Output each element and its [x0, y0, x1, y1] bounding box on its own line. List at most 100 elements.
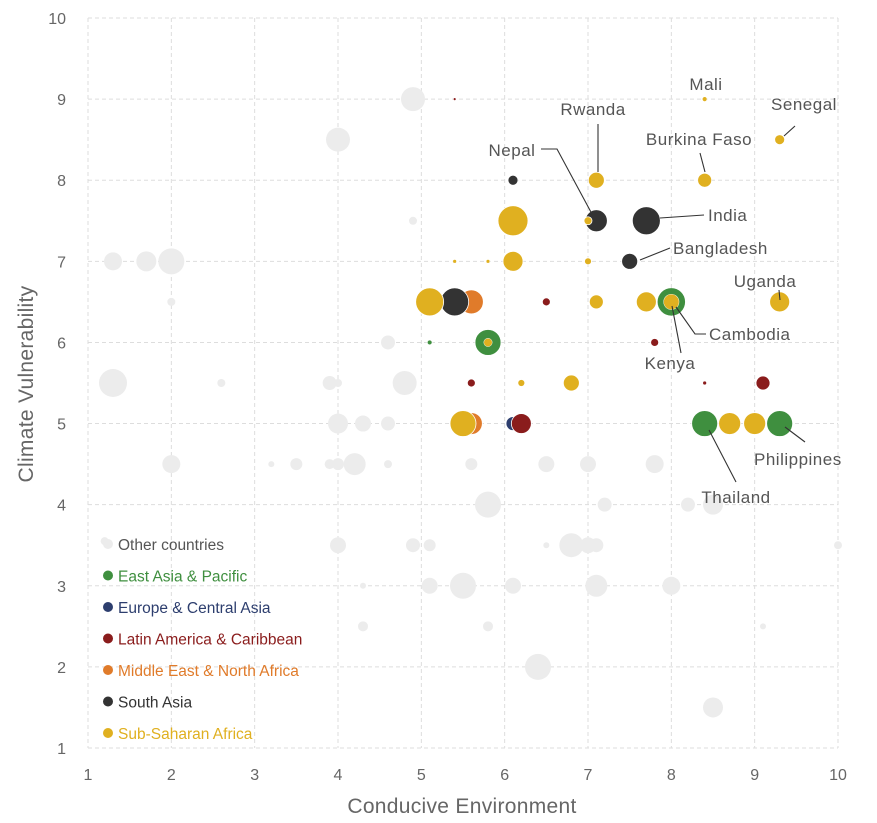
annotation-label: Cambodia [709, 325, 791, 344]
legend-marker [103, 728, 113, 738]
point-other-countries [505, 577, 521, 594]
annotation-label: Uganda [734, 272, 797, 291]
annotations: Mali Senegal Rwanda Burkina Faso Nepal India B… [489, 75, 842, 507]
point-other-countries [406, 538, 420, 553]
point-other-countries [136, 251, 157, 272]
point-south-asia [507, 174, 519, 186]
point-other-countries [343, 453, 366, 476]
annotation-leader-line [659, 214, 705, 219]
point-sub-saharan-africa [583, 216, 593, 226]
point-other-countries [326, 127, 350, 152]
point-south-asia [621, 252, 639, 270]
legend-entry: Middle East & North Africa [118, 663, 299, 680]
y-tick-label: 4 [57, 498, 66, 515]
annotation-leader-line [675, 306, 706, 335]
legend-entry: South Asia [118, 695, 192, 712]
y-tick-label: 2 [57, 660, 66, 677]
point-ring-cambodia [657, 288, 686, 316]
point-other-countries [268, 461, 275, 468]
point-sub-saharan-africa [588, 294, 604, 310]
legend-marker [103, 696, 113, 707]
point-sub-saharan-africa [449, 410, 477, 437]
annotation-leader-line [671, 305, 682, 354]
point-other-countries [99, 369, 127, 397]
y-tick-label: 5 [57, 417, 66, 434]
y-tick-label: 10 [48, 11, 66, 28]
annotation-label: Burkina Faso [646, 130, 752, 149]
point-sub-saharan-africa [497, 205, 529, 237]
annotation-leader-line [784, 426, 806, 443]
annotation-leader-line [778, 289, 781, 301]
point-latin-america-caribbean [650, 338, 660, 347]
point-sub-saharan-africa [743, 412, 767, 435]
point-other-countries [322, 376, 337, 390]
point-sub-saharan-africa [485, 258, 491, 264]
point-sub-saharan-africa [635, 291, 657, 313]
point-other-countries [381, 335, 395, 350]
point-other-countries [703, 494, 723, 515]
point-other-countries [589, 538, 604, 553]
annotation-label: Rwanda [560, 100, 625, 119]
point-sub-saharan-africa [452, 258, 458, 264]
legend: Other countries East Asia & Pacific Europe… [103, 537, 302, 743]
y-tick-label: 6 [57, 335, 66, 352]
point-other-countries [645, 455, 664, 474]
legend-marker [103, 665, 113, 675]
point-other-countries [450, 572, 476, 599]
point-other-countries [423, 539, 436, 552]
point-other-countries [104, 252, 122, 271]
point-sub-saharan-africa [584, 257, 592, 266]
legend-entry: East Asia & Pacific [118, 569, 247, 586]
tick-labels: 1 2 3 4 5 6 7 8 9 10 1 2 3 4 5 6 7 8 9 10 [48, 11, 847, 784]
point-kenya-overlay [663, 294, 679, 310]
annotation-label: Thailand [701, 488, 770, 507]
x-tick-label: 10 [829, 767, 847, 784]
point-other-countries [703, 697, 723, 718]
annotation-leader-line [639, 247, 671, 261]
point-other-countries [585, 574, 608, 597]
x-tick-label: 7 [584, 767, 593, 784]
point-sub-saharan-africa [502, 250, 524, 272]
point-other-countries [465, 458, 478, 471]
legend-marker [103, 539, 113, 549]
point-other-countries [355, 415, 371, 432]
point-other-countries [381, 416, 395, 431]
annotation-label: Philippines [754, 450, 842, 469]
point-east-asia-pacific [766, 410, 794, 437]
point-other-countries [538, 456, 555, 473]
point-sub-saharan-africa [701, 96, 708, 103]
x-tick-label: 1 [84, 767, 93, 784]
y-tick-label: 1 [57, 741, 66, 758]
x-tick-label: 4 [334, 767, 343, 784]
legend-entry: Other countries [118, 537, 224, 554]
point-other-countries [334, 379, 342, 387]
x-axis-label: Conducive Environment [347, 795, 576, 818]
point-latin-america-caribbean [510, 413, 532, 434]
x-tick-label: 3 [250, 767, 259, 784]
point-other-countries [324, 459, 335, 470]
point-south-asia [440, 287, 470, 317]
point-other-countries [158, 248, 185, 275]
point-sub-saharan-africa [718, 412, 742, 435]
point-other-countries [167, 297, 176, 306]
annotation-leader-line [541, 148, 593, 215]
legend-marker [103, 570, 113, 581]
annotation-label: Kenya [645, 354, 696, 373]
point-latin-america-caribbean [466, 378, 476, 388]
point-other-countries [421, 577, 438, 594]
point-sub-saharan-africa [517, 379, 526, 387]
point-east-asia-pacific [426, 339, 433, 346]
annotation-label: Mali [689, 75, 722, 94]
point-other-countries [681, 497, 695, 512]
point-east-asia-pacific [691, 410, 719, 437]
point-sub-saharan-africa [562, 374, 580, 392]
legend-entry: Sub-Saharan Africa [118, 726, 253, 743]
point-latin-america-caribbean [702, 380, 708, 386]
point-other-countries [358, 621, 368, 632]
point-latin-america-caribbean [452, 97, 457, 102]
data-points [99, 87, 842, 718]
x-tick-label: 8 [667, 767, 676, 784]
legend-entry: Europe & Central Asia [118, 600, 271, 617]
legend-marker [103, 602, 113, 612]
